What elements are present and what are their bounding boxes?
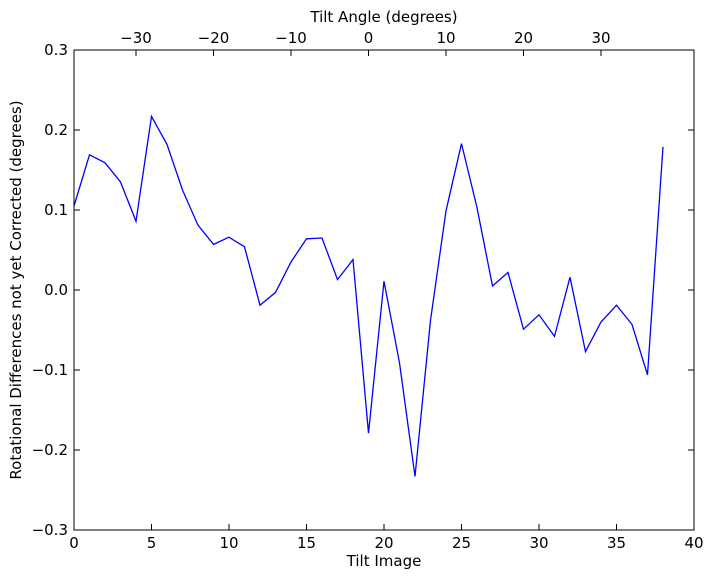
- y-tick-label: 0.2: [44, 121, 68, 139]
- y-tick-label: −0.2: [32, 441, 68, 459]
- x-axis-label: Tilt Image: [346, 552, 422, 570]
- y-tick-label: 0.1: [44, 201, 68, 219]
- axes: 0 5 10 15 20 25 30 35 40 −0.3 −0.2 −0.1 0.0 0.1 0.2 0.3…: [32, 29, 704, 552]
- top-tick-label: 20: [514, 29, 533, 47]
- y-tick-label: 0.3: [44, 41, 68, 59]
- top-tick-label: 10: [436, 29, 455, 47]
- x-tick-label: 15: [297, 534, 316, 552]
- y-tick-label: −0.1: [32, 361, 68, 379]
- plot-frame: [73, 49, 695, 531]
- top-axis-label: Tilt Angle (degrees): [309, 8, 457, 26]
- y-axis-label: Rotational Differences not yet Corrected…: [7, 100, 25, 479]
- y-tick-label: −0.3: [32, 521, 68, 539]
- x-tick-label: 40: [684, 534, 703, 552]
- top-tick-label: 30: [591, 29, 610, 47]
- x-tick-label: 20: [374, 534, 393, 552]
- x-tick-label: 0: [69, 534, 79, 552]
- x-tick-label: 30: [529, 534, 548, 552]
- x-tick-label: 10: [219, 534, 238, 552]
- top-tick-label: −30: [120, 29, 152, 47]
- series-line-0: [73, 114, 664, 477]
- top-tick-label: 0: [364, 29, 374, 47]
- x-tick-label: 35: [607, 534, 626, 552]
- x-tick-label: 5: [147, 534, 157, 552]
- x-tick-label: 25: [452, 534, 471, 552]
- y-tick-label: 0.0: [44, 281, 68, 299]
- top-tick-label: −20: [198, 29, 230, 47]
- top-tick-label: −10: [275, 29, 307, 47]
- plot-area: [73, 114, 664, 477]
